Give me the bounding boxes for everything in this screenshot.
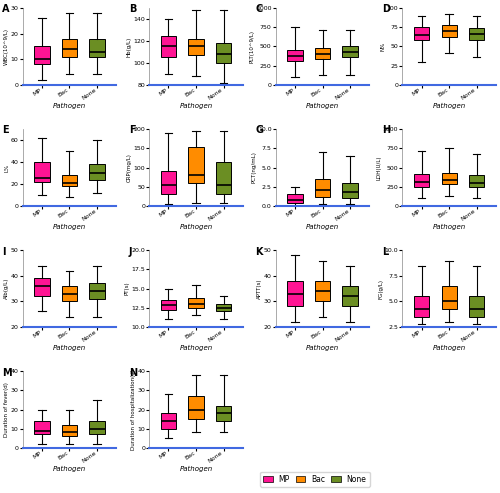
PathPatch shape bbox=[414, 174, 429, 187]
PathPatch shape bbox=[188, 146, 204, 183]
Y-axis label: PT(s): PT(s) bbox=[125, 282, 130, 295]
Text: E: E bbox=[2, 126, 8, 136]
PathPatch shape bbox=[342, 46, 357, 57]
Y-axis label: CRP(mg/L): CRP(mg/L) bbox=[127, 153, 132, 182]
Text: H: H bbox=[382, 126, 390, 136]
PathPatch shape bbox=[216, 162, 231, 194]
X-axis label: Pathogen: Pathogen bbox=[432, 103, 466, 108]
PathPatch shape bbox=[442, 286, 456, 310]
Text: M: M bbox=[2, 368, 12, 378]
X-axis label: Pathogen: Pathogen bbox=[53, 465, 86, 472]
PathPatch shape bbox=[34, 162, 50, 182]
PathPatch shape bbox=[62, 39, 77, 57]
X-axis label: Pathogen: Pathogen bbox=[432, 345, 466, 351]
PathPatch shape bbox=[34, 279, 50, 296]
PathPatch shape bbox=[315, 281, 330, 301]
PathPatch shape bbox=[288, 50, 302, 61]
Text: D: D bbox=[382, 4, 390, 14]
PathPatch shape bbox=[90, 39, 104, 57]
X-axis label: Pathogen: Pathogen bbox=[180, 345, 212, 351]
X-axis label: Pathogen: Pathogen bbox=[180, 465, 212, 472]
PathPatch shape bbox=[161, 300, 176, 310]
PathPatch shape bbox=[288, 281, 302, 306]
Y-axis label: N%: N% bbox=[380, 42, 385, 51]
PathPatch shape bbox=[414, 296, 429, 317]
X-axis label: Pathogen: Pathogen bbox=[180, 223, 212, 230]
PathPatch shape bbox=[216, 406, 231, 421]
PathPatch shape bbox=[315, 179, 330, 197]
X-axis label: Pathogen: Pathogen bbox=[53, 223, 86, 230]
Text: J: J bbox=[128, 246, 132, 256]
PathPatch shape bbox=[62, 425, 77, 436]
Legend: MP, Bac, None: MP, Bac, None bbox=[260, 472, 370, 487]
Y-axis label: L%: L% bbox=[4, 164, 10, 172]
PathPatch shape bbox=[34, 46, 50, 64]
PathPatch shape bbox=[414, 28, 429, 40]
X-axis label: Pathogen: Pathogen bbox=[432, 223, 466, 230]
PathPatch shape bbox=[288, 194, 302, 204]
Text: N: N bbox=[128, 368, 137, 378]
PathPatch shape bbox=[34, 421, 50, 434]
Text: G: G bbox=[255, 126, 263, 136]
X-axis label: Pathogen: Pathogen bbox=[53, 103, 86, 108]
Y-axis label: Duration of hospitalization(d): Duration of hospitalization(d) bbox=[131, 369, 136, 450]
Y-axis label: Hb(g/L): Hb(g/L) bbox=[127, 36, 132, 57]
Text: K: K bbox=[255, 246, 262, 256]
PathPatch shape bbox=[161, 172, 176, 194]
X-axis label: Pathogen: Pathogen bbox=[306, 345, 339, 351]
PathPatch shape bbox=[62, 175, 77, 186]
X-axis label: Pathogen: Pathogen bbox=[180, 103, 212, 108]
PathPatch shape bbox=[161, 413, 176, 428]
PathPatch shape bbox=[90, 164, 104, 179]
Y-axis label: APTT(s): APTT(s) bbox=[258, 278, 262, 299]
PathPatch shape bbox=[90, 421, 104, 434]
PathPatch shape bbox=[188, 39, 204, 55]
PathPatch shape bbox=[469, 175, 484, 187]
Text: B: B bbox=[128, 4, 136, 14]
Y-axis label: PCT(ng/mL): PCT(ng/mL) bbox=[252, 151, 256, 183]
Y-axis label: FG(g/L): FG(g/L) bbox=[378, 279, 383, 299]
Y-axis label: Alb(g/L): Alb(g/L) bbox=[4, 278, 10, 299]
PathPatch shape bbox=[469, 28, 484, 40]
PathPatch shape bbox=[62, 286, 77, 301]
Text: L: L bbox=[382, 246, 388, 256]
PathPatch shape bbox=[442, 173, 456, 184]
Y-axis label: LDH(U/L): LDH(U/L) bbox=[376, 155, 381, 180]
PathPatch shape bbox=[469, 296, 484, 317]
PathPatch shape bbox=[188, 298, 204, 308]
Y-axis label: WBC(10^9/L): WBC(10^9/L) bbox=[4, 28, 10, 65]
X-axis label: Pathogen: Pathogen bbox=[306, 223, 339, 230]
Y-axis label: PLT(10^9/L): PLT(10^9/L) bbox=[250, 30, 254, 63]
Text: F: F bbox=[128, 126, 136, 136]
X-axis label: Pathogen: Pathogen bbox=[53, 345, 86, 351]
Text: I: I bbox=[2, 246, 6, 256]
PathPatch shape bbox=[216, 304, 231, 312]
Text: A: A bbox=[2, 4, 10, 14]
PathPatch shape bbox=[188, 396, 204, 419]
Text: C: C bbox=[255, 4, 262, 14]
X-axis label: Pathogen: Pathogen bbox=[306, 103, 339, 108]
PathPatch shape bbox=[161, 35, 176, 57]
PathPatch shape bbox=[342, 183, 357, 198]
PathPatch shape bbox=[315, 48, 330, 60]
Y-axis label: Duration of fever(d): Duration of fever(d) bbox=[4, 382, 10, 437]
PathPatch shape bbox=[216, 43, 231, 63]
PathPatch shape bbox=[442, 25, 456, 37]
PathPatch shape bbox=[342, 286, 357, 306]
PathPatch shape bbox=[90, 283, 104, 299]
